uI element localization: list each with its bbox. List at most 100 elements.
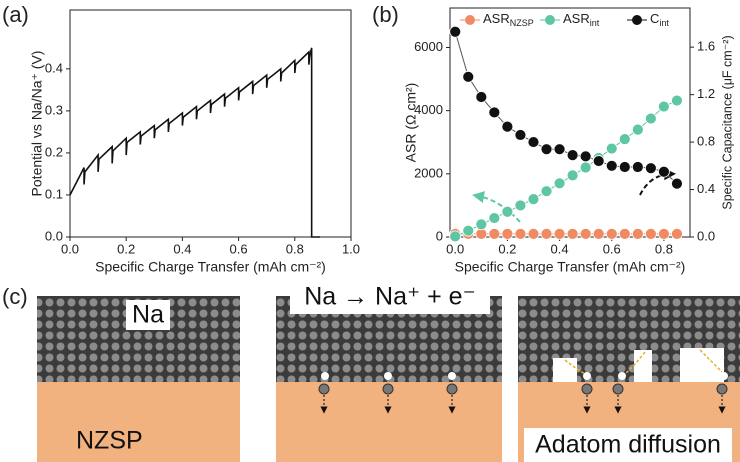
- x-tick-label: 0.8: [286, 241, 304, 256]
- nzsp-layer: [37, 382, 240, 462]
- panel-label: (a): [2, 2, 29, 27]
- label: Na: [132, 301, 164, 329]
- x-tick-label: 0.2: [498, 241, 516, 256]
- y2-tick-label: 0.8: [697, 134, 715, 149]
- data-point: [671, 177, 683, 190]
- y2-axis-title: Specific Capacitance (μF cm⁻²): [720, 35, 734, 209]
- series-connector: [455, 100, 678, 237]
- data-point: [488, 212, 501, 224]
- data-point: [592, 155, 605, 167]
- legend-marker: [632, 15, 642, 25]
- data-point: [540, 227, 553, 240]
- data-point: [644, 227, 657, 240]
- panel-label: (b): [372, 2, 399, 27]
- legend-name: C: [650, 11, 659, 26]
- label: Adatom diffusion: [535, 431, 721, 459]
- illustration: Na NZSP Na → Na⁺ + e⁻ Adatom diffusion: [37, 283, 740, 462]
- data-point: [566, 169, 579, 182]
- data-point: [618, 227, 631, 240]
- legend-name: ASR: [483, 11, 510, 26]
- nzsp-layer: [276, 382, 502, 462]
- y2-tick-label: 1.6: [697, 39, 715, 54]
- data-point: [449, 230, 462, 243]
- y-tick-label: 0.4: [45, 60, 63, 75]
- x-tick-label: 0.0: [446, 241, 464, 256]
- data-point: [671, 227, 683, 240]
- data-point: [449, 25, 462, 38]
- legend-subscript: int: [590, 18, 600, 28]
- label-bg: [126, 300, 170, 330]
- x-tick-label: 0.2: [117, 241, 135, 256]
- y-axis-title: Potential vs Na/Na⁺ (V): [29, 51, 45, 197]
- y2-tick-label: 1.2: [697, 86, 715, 101]
- y-tick-label: 2000: [414, 165, 443, 180]
- x-tick-label: 0.6: [230, 241, 248, 256]
- data-point: [566, 149, 579, 162]
- data-point: [462, 70, 475, 83]
- data-point: [592, 227, 605, 240]
- data-point: [527, 136, 540, 148]
- legend-subscript: int: [659, 18, 669, 28]
- label: NZSP: [76, 427, 143, 455]
- data-point: [553, 143, 566, 156]
- data-point: [605, 227, 618, 240]
- data-point: [631, 227, 644, 240]
- y-tick-label: 0.3: [45, 102, 63, 117]
- y-tick-label: 0.0: [45, 228, 63, 243]
- x-tick-label: 0.0: [61, 241, 79, 256]
- data-point: [579, 161, 592, 174]
- legend-marker: [545, 15, 555, 25]
- plot-frame: [69, 9, 352, 238]
- data-point: [658, 100, 670, 113]
- y-tick-label: 0.2: [45, 144, 63, 159]
- data-point: [501, 227, 514, 240]
- x-tick-label: 1.0: [342, 241, 360, 256]
- data-point: [566, 227, 579, 240]
- x-tick-label: 0.4: [551, 241, 569, 256]
- x-tick-label: 0.8: [655, 241, 673, 256]
- arrow: [472, 191, 521, 223]
- data-point: [475, 91, 488, 103]
- data-point: [579, 150, 592, 163]
- legend-label: ASRint: [563, 11, 600, 28]
- y-axis-title: ASR (Ω cm²): [403, 83, 419, 163]
- data-point: [671, 94, 683, 107]
- label-bg: [290, 284, 490, 314]
- data-point: [618, 133, 631, 145]
- data-point: [618, 161, 631, 173]
- data-point: [658, 227, 670, 240]
- data-point: [579, 227, 592, 240]
- y-tick-label: 6000: [414, 39, 443, 54]
- x-tick-label: 0.6: [603, 241, 621, 256]
- x-axis-title: Specific Charge Transfer (mAh cm⁻²): [455, 259, 686, 275]
- data-point: [540, 143, 553, 156]
- data-point: [631, 161, 644, 173]
- data-point: [644, 112, 657, 125]
- panel-label: (c): [2, 284, 28, 309]
- data-point: [475, 218, 488, 231]
- legend-subscript: NZSP: [510, 18, 534, 28]
- data-point: [631, 123, 644, 136]
- data-point: [644, 162, 657, 175]
- label: Na → Na⁺ + e⁻: [304, 283, 476, 311]
- legend-marker: [465, 15, 475, 25]
- data-point: [553, 227, 566, 240]
- y-tick-label: 4000: [414, 102, 443, 117]
- data-point: [488, 106, 501, 119]
- legend-name: ASR: [563, 11, 590, 26]
- data-line: [69, 47, 321, 238]
- y2-tick-label: 0.0: [697, 228, 715, 243]
- x-tick-label: 0.4: [173, 241, 191, 256]
- data-point: [605, 142, 618, 155]
- data-point: [501, 120, 514, 133]
- legend-label: ASRNZSP: [483, 11, 534, 28]
- data-point: [501, 205, 514, 218]
- data-point: [658, 165, 670, 178]
- data-point: [488, 227, 501, 240]
- data-point: [514, 199, 527, 212]
- data-point: [514, 129, 527, 141]
- data-point: [527, 227, 540, 240]
- data-point: [605, 159, 618, 172]
